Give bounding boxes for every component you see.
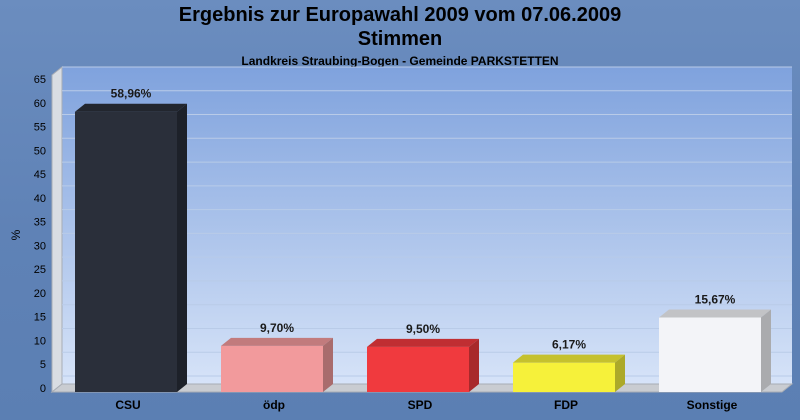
y-tick-label: 15 [34, 312, 46, 324]
bar-top [367, 338, 479, 347]
bar-sonstige [659, 309, 771, 392]
bar-ödp [221, 337, 333, 392]
y-tick-label: 5 [40, 359, 46, 371]
chart-subtitle: Landkreis Straubing-Bogen - Gemeinde PAR… [241, 54, 559, 68]
chart-title: Ergebnis zur Europawahl 2009 vom 07.06.2… [178, 4, 622, 26]
bar-top [513, 354, 625, 363]
bar-front [367, 346, 469, 392]
bar-front [75, 111, 177, 393]
bar-top [659, 309, 771, 318]
bar-front [221, 345, 323, 392]
bar-front [513, 362, 615, 392]
bar-value-label: 9,50% [406, 322, 440, 336]
bar-csu [75, 103, 187, 393]
y-tick-label: 45 [34, 169, 46, 181]
plot-left-wall [51, 65, 63, 394]
y-tick-label: 30 [34, 240, 46, 252]
y-tick-label: 25 [34, 264, 46, 276]
bar-side [323, 337, 333, 392]
y-tick-label: 50 [34, 145, 46, 157]
y-tick-label: 20 [34, 288, 46, 300]
bar-side [615, 354, 625, 392]
x-tick-label: ödp [263, 398, 285, 412]
bar-value-label: 58,96% [111, 87, 152, 101]
y-tick-label: 10 [34, 335, 46, 347]
y-tick-label: 55 [34, 122, 46, 134]
bar-side [177, 103, 187, 393]
bar-top [75, 103, 187, 112]
y-tick-label: 40 [34, 193, 46, 205]
chart-title-line2: Stimmen [357, 28, 443, 50]
x-tick-label: FDP [554, 398, 578, 412]
bar-side [469, 338, 479, 392]
x-tick-label: CSU [115, 398, 140, 412]
bar-spd [367, 338, 479, 392]
bar-side [761, 309, 771, 392]
x-tick-label: Sonstige [687, 398, 738, 412]
bar-value-label: 6,17% [552, 338, 586, 352]
bar-top [221, 337, 333, 346]
bar-value-label: 9,70% [260, 321, 294, 335]
y-tick-label: 65 [34, 74, 46, 86]
bar-fdp [513, 354, 625, 392]
y-tick-label: 0 [40, 383, 46, 395]
y-axis-label: % [9, 229, 23, 240]
bar-value-label: 15,67% [695, 293, 736, 307]
y-tick-label: 60 [34, 98, 46, 110]
x-tick-label: SPD [408, 398, 433, 412]
y-tick-label: 35 [34, 217, 46, 229]
bar-front [659, 317, 761, 392]
